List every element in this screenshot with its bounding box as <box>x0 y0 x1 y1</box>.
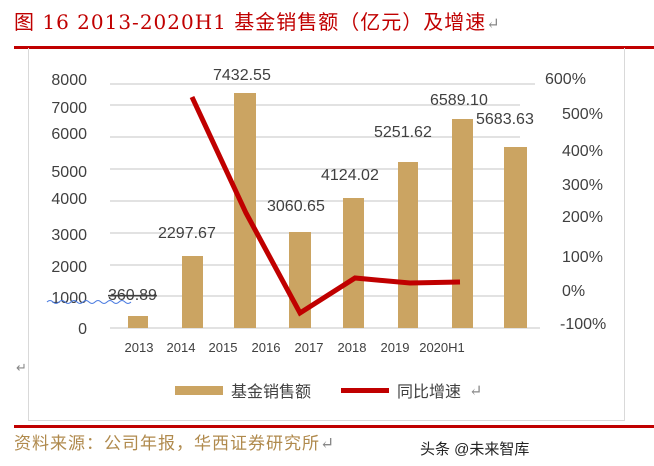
left-tick-2000: 2000 <box>51 259 87 276</box>
right-axis: 600% 500% 400% 300% 200% 100% 0% -100% <box>545 71 606 333</box>
label-2015: 7432.55 <box>213 67 271 84</box>
x-tick-2016: 2016 <box>252 340 281 355</box>
x-tick-2019: 2019 <box>381 340 410 355</box>
label-2013: 360.89 <box>108 287 157 304</box>
paragraph-mark-icon: ↵ <box>486 14 501 33</box>
x-tick-2018: 2018 <box>338 340 367 355</box>
bar-2019 <box>452 119 473 328</box>
label-2018: 5251.62 <box>374 124 432 141</box>
left-tick-3000: 3000 <box>51 227 87 244</box>
x-tick-2015: 2015 <box>209 340 238 355</box>
left-tick-0: 0 <box>78 321 87 338</box>
x-tick-2014: 2014 <box>167 340 196 355</box>
label-2016: 3060.65 <box>267 198 325 215</box>
growth-line <box>189 95 461 317</box>
figure-title-text: 图 16 2013-2020H1 基金销售额（亿元）及增速 <box>14 10 487 34</box>
bottom-divider <box>14 425 654 428</box>
watermark: 头条 @未来智库 <box>420 441 530 458</box>
legend-bar-swatch <box>175 385 223 395</box>
left-tick-1000: 1000 <box>51 290 87 307</box>
paragraph-mark-icon: ↵ <box>469 380 483 400</box>
paragraph-mark-icon: ↵ <box>16 360 27 375</box>
spellcheck-squiggle <box>46 300 132 304</box>
right-tick-300: 300% <box>562 177 603 194</box>
left-tick-5000: 5000 <box>51 164 87 181</box>
x-tick-2020H1: 2020H1 <box>419 340 465 355</box>
right-tick-400: 400% <box>562 143 603 160</box>
label-2014: 2297.67 <box>158 225 216 242</box>
legend-line-label: 同比增速 <box>397 382 462 401</box>
right-tick-0: 0% <box>562 283 585 300</box>
x-axis: 2013 2014 2015 2016 2017 2018 2019 2020H… <box>125 340 465 355</box>
legend-bar-label: 基金销售额 <box>231 382 312 401</box>
x-tick-2017: 2017 <box>295 340 324 355</box>
left-axis: 8000 7000 6000 5000 4000 3000 2000 1000 … <box>51 72 87 338</box>
gridlines <box>110 83 540 329</box>
top-divider <box>14 46 654 49</box>
right-tick-600: 600% <box>545 71 586 88</box>
x-tick-2013: 2013 <box>125 340 154 355</box>
paragraph-mark-icon: ↵ <box>320 434 336 454</box>
legend-line-swatch <box>341 387 390 393</box>
bar-2013 <box>128 316 148 328</box>
bar-2017 <box>343 198 364 328</box>
label-2017: 4124.02 <box>321 167 379 184</box>
bar-data-labels: 360.89 2297.67 7432.55 3060.65 4124.02 5… <box>108 67 534 304</box>
label-2020H1: 5683.63 <box>476 111 534 128</box>
label-2019: 6589.10 <box>430 92 488 109</box>
left-tick-8000: 8000 <box>51 72 87 89</box>
figure-title: 图 16 2013-2020H1 基金销售额（亿元）及增速↵ <box>14 6 501 35</box>
source-text: 资料来源：公司年报，华西证券研究所 <box>14 434 320 454</box>
chart-legend: 基金销售额 同比增速 ↵ <box>175 378 482 402</box>
bar-2014 <box>182 256 203 328</box>
bar-series <box>128 93 527 328</box>
bar-2018 <box>398 162 418 328</box>
left-tick-4000: 4000 <box>51 191 87 208</box>
right-tick-200: 200% <box>562 209 603 226</box>
chart-frame <box>28 48 625 421</box>
left-tick-6000: 6000 <box>51 126 87 143</box>
right-tick-100: 100% <box>562 249 603 266</box>
left-tick-7000: 7000 <box>51 100 87 117</box>
bar-2020H1 <box>504 147 527 328</box>
source-note: 资料来源：公司年报，华西证券研究所↵ <box>14 429 335 454</box>
right-tick-neg100: -100% <box>560 316 606 333</box>
right-tick-500: 500% <box>562 106 603 123</box>
